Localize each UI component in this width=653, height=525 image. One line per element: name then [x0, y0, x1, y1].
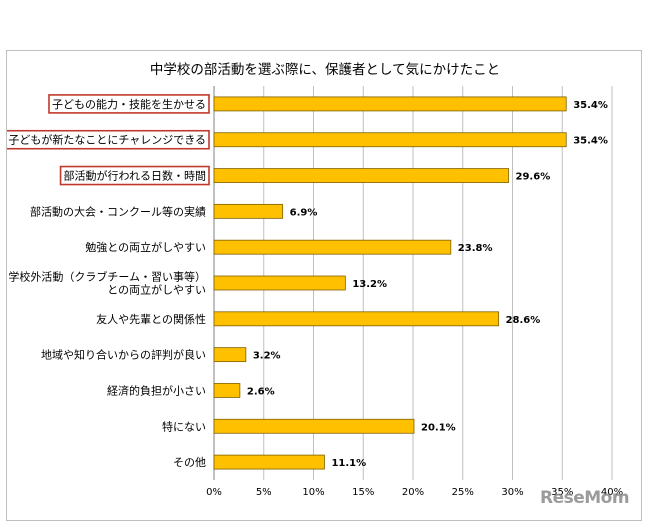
category-label: 子どもが新たなことにチャレンジできる: [8, 133, 206, 147]
data-label: 2.6%: [247, 386, 275, 397]
category-label: 地域や知り合いからの評判が良い: [41, 348, 206, 362]
bar: [213, 347, 247, 363]
bar: [213, 383, 241, 398]
chart-title: 中学校の部活動を選ぶ際に、保護者として気にかけたこと: [150, 61, 500, 78]
category-label: 勉強との両立がしやすい: [85, 240, 206, 254]
x-tick-label: 15%: [352, 487, 374, 498]
data-label: 6.9%: [290, 207, 318, 218]
bar: [213, 418, 415, 434]
highlight-box: [7, 129, 210, 150]
bar: [213, 203, 284, 219]
x-tick-label: 30%: [501, 487, 523, 498]
bar: [213, 275, 346, 291]
x-tick-label: 5%: [256, 487, 272, 498]
chart-frame: 中学校の部活動を選ぶ際に、保護者として気にかけたこと 0% 5% 10% 15% 20% 2…: [6, 50, 642, 521]
bar: [213, 311, 499, 327]
data-label: 13.2%: [352, 279, 387, 290]
data-label: 35.4%: [573, 136, 608, 147]
category-label: その他: [173, 456, 206, 469]
data-label: 11.1%: [331, 458, 366, 469]
highlight-box: [59, 165, 210, 186]
data-label: 3.2%: [253, 351, 281, 362]
category-label: 経済的負担が小さい: [107, 383, 206, 397]
data-label: 29.6%: [516, 172, 551, 183]
x-tick-label: 35%: [551, 487, 573, 498]
bar: [213, 454, 325, 470]
data-label: 20.1%: [421, 422, 456, 433]
bar: [213, 132, 567, 148]
x-tick-label: 10%: [302, 487, 324, 498]
watermark-logo: ReseMom: [540, 488, 630, 508]
data-label: 28.6%: [506, 315, 541, 326]
x-tick-label: 20%: [402, 487, 424, 498]
bar: [213, 96, 567, 112]
bar-chart: 中学校の部活動を選ぶ際に、保護者として気にかけたこと 0% 5% 10% 15% 20% 2…: [7, 61, 623, 498]
category-label: 部活動が行われる日数・時間: [64, 169, 206, 183]
category-label: 友人や先輩との関係性: [96, 312, 206, 326]
data-label: 23.8%: [458, 243, 493, 254]
highlight-box: [48, 94, 210, 114]
x-tick-label: 25%: [452, 487, 474, 498]
x-tick-label: 0%: [206, 487, 222, 498]
bar: [213, 239, 452, 255]
x-tick-label: 40%: [601, 487, 623, 498]
data-label: 35.4%: [573, 100, 608, 111]
category-label: 子どもの能力・技能を生かせる: [52, 97, 206, 111]
category-label: 特にない: [162, 419, 206, 433]
category-label: 部活動の大会・コンクール等の実績: [30, 204, 206, 218]
category-label: 学校外活動（クラブチーム・習い事等）との両立がしやすい: [8, 270, 206, 297]
bar: [213, 168, 509, 183]
